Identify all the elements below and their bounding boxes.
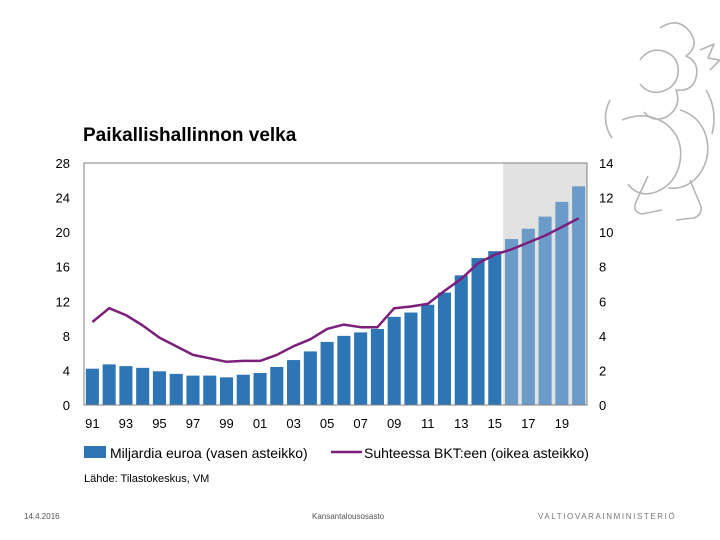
bar-17	[521, 228, 535, 405]
bar-07	[354, 332, 368, 405]
right-tick-label: 12	[599, 191, 613, 206]
bar-91	[85, 368, 99, 405]
left-tick-label: 8	[63, 329, 70, 344]
bar-12	[437, 292, 452, 405]
ratio-line	[91, 217, 580, 364]
footer-date: 14.4.2016	[24, 512, 60, 521]
bar-96	[169, 373, 183, 405]
x-tick-label: 13	[454, 416, 468, 431]
x-tick-label: 93	[119, 416, 133, 431]
x-tick-label: 17	[521, 416, 535, 431]
plot-frame	[83, 162, 588, 406]
right-tick-label: 2	[599, 363, 606, 378]
right-tick-label: 6	[599, 294, 606, 309]
right-tick-label: 4	[599, 329, 606, 344]
x-tick-label: 05	[320, 416, 334, 431]
legend-label-bars: Miljardia euroa (vasen asteikko)	[110, 445, 308, 461]
x-tick-label: 15	[488, 416, 502, 431]
right-tick-label: 0	[599, 398, 606, 413]
x-axis-ticks: 91 93 95 97 99 01 03 05 07 09 11 13 15 17 19	[85, 416, 569, 431]
x-tick-label: 11	[421, 416, 435, 431]
right-tick-label: 8	[599, 260, 606, 275]
x-tick-label: 95	[152, 416, 166, 431]
x-tick-label: 97	[186, 416, 200, 431]
bar-10	[404, 312, 418, 405]
bar-20	[572, 186, 586, 405]
footer-department: Kansantalousosasto	[312, 512, 385, 521]
x-tick-label: 07	[353, 416, 367, 431]
left-tick-label: 0	[63, 398, 70, 413]
footer-brand: VALTIOVARAINMINISTERIÖ	[538, 512, 676, 521]
chart-title: Paikallishallinnon velka	[83, 125, 297, 146]
bar-02	[270, 366, 284, 405]
bar-01	[253, 373, 267, 405]
bar-93	[119, 366, 133, 405]
x-tick-label: 03	[286, 416, 300, 431]
bar-05	[320, 341, 334, 405]
x-tick-label: 19	[555, 416, 569, 431]
left-tick-label: 16	[56, 260, 70, 275]
bar-16	[505, 239, 519, 405]
bar-06	[337, 335, 351, 405]
left-axis-ticks: 0 4 8 12 16 20 24 28	[56, 156, 70, 413]
left-tick-label: 4	[63, 363, 70, 378]
right-tick-label: 14	[599, 156, 613, 171]
right-axis-ticks: 0 2 4 6 8 10 12 14	[599, 156, 613, 413]
bar-13	[454, 275, 468, 405]
legend-label-line: Suhteessa BKT:een (oikea asteikko)	[364, 445, 589, 461]
lion-emblem-icon	[604, 22, 720, 221]
left-tick-label: 28	[56, 156, 70, 171]
bar-11	[421, 304, 435, 405]
bar-14	[471, 258, 485, 405]
x-tick-label: 99	[219, 416, 233, 431]
legend-swatch-bars	[84, 446, 106, 458]
bar-09	[387, 316, 401, 405]
left-tick-label: 20	[56, 225, 70, 240]
bar-97	[186, 375, 200, 405]
bar-00	[236, 374, 250, 405]
x-tick-label: 09	[387, 416, 401, 431]
bar-98	[203, 375, 217, 405]
bar-15	[488, 251, 502, 405]
bar-04	[303, 351, 317, 405]
bar-08	[370, 328, 384, 405]
bar-series	[85, 186, 586, 405]
bar-18	[538, 216, 552, 405]
left-tick-label: 24	[56, 191, 70, 206]
right-tick-label: 10	[599, 225, 613, 240]
source-note: Lähde: Tilastokeskus, VM	[84, 473, 209, 485]
bar-03	[287, 360, 301, 405]
x-tick-label: 01	[253, 416, 267, 431]
x-tick-label: 91	[85, 416, 99, 431]
bar-19	[555, 201, 569, 405]
left-tick-label: 12	[56, 294, 70, 309]
bar-92	[102, 364, 116, 405]
bar-94	[136, 367, 150, 405]
bar-95	[152, 371, 166, 405]
bar-99	[219, 377, 234, 405]
